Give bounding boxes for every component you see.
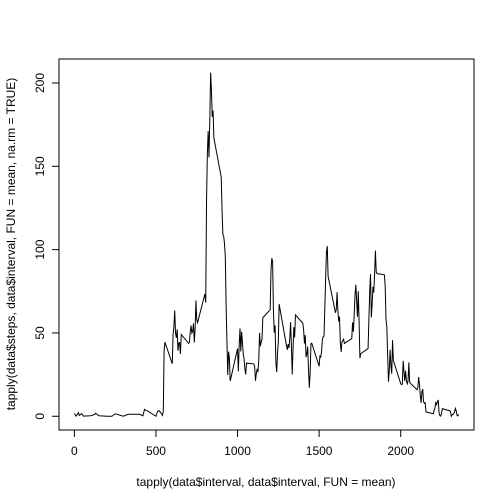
x-axis-label: tapply(data$interval, data$interval, FUN… (136, 475, 395, 489)
data-line (73, 72, 460, 418)
y-tick-label: 50 (33, 326, 47, 340)
y-tick-label: 100 (33, 239, 47, 259)
x-tick-label: 2000 (387, 444, 414, 458)
x-tick-label: 1000 (224, 444, 251, 458)
y-axis-label: tapply(data$steps, data$interval, FUN = … (4, 78, 18, 411)
y-tick-label: 150 (33, 156, 47, 176)
plot-box (58, 58, 475, 431)
x-tick-label: 500 (146, 444, 166, 458)
x-tick-label: 1500 (306, 444, 333, 458)
x-tick-label: 0 (71, 444, 78, 458)
y-tick-label: 200 (33, 73, 47, 93)
y-tick-label: 0 (33, 413, 47, 420)
